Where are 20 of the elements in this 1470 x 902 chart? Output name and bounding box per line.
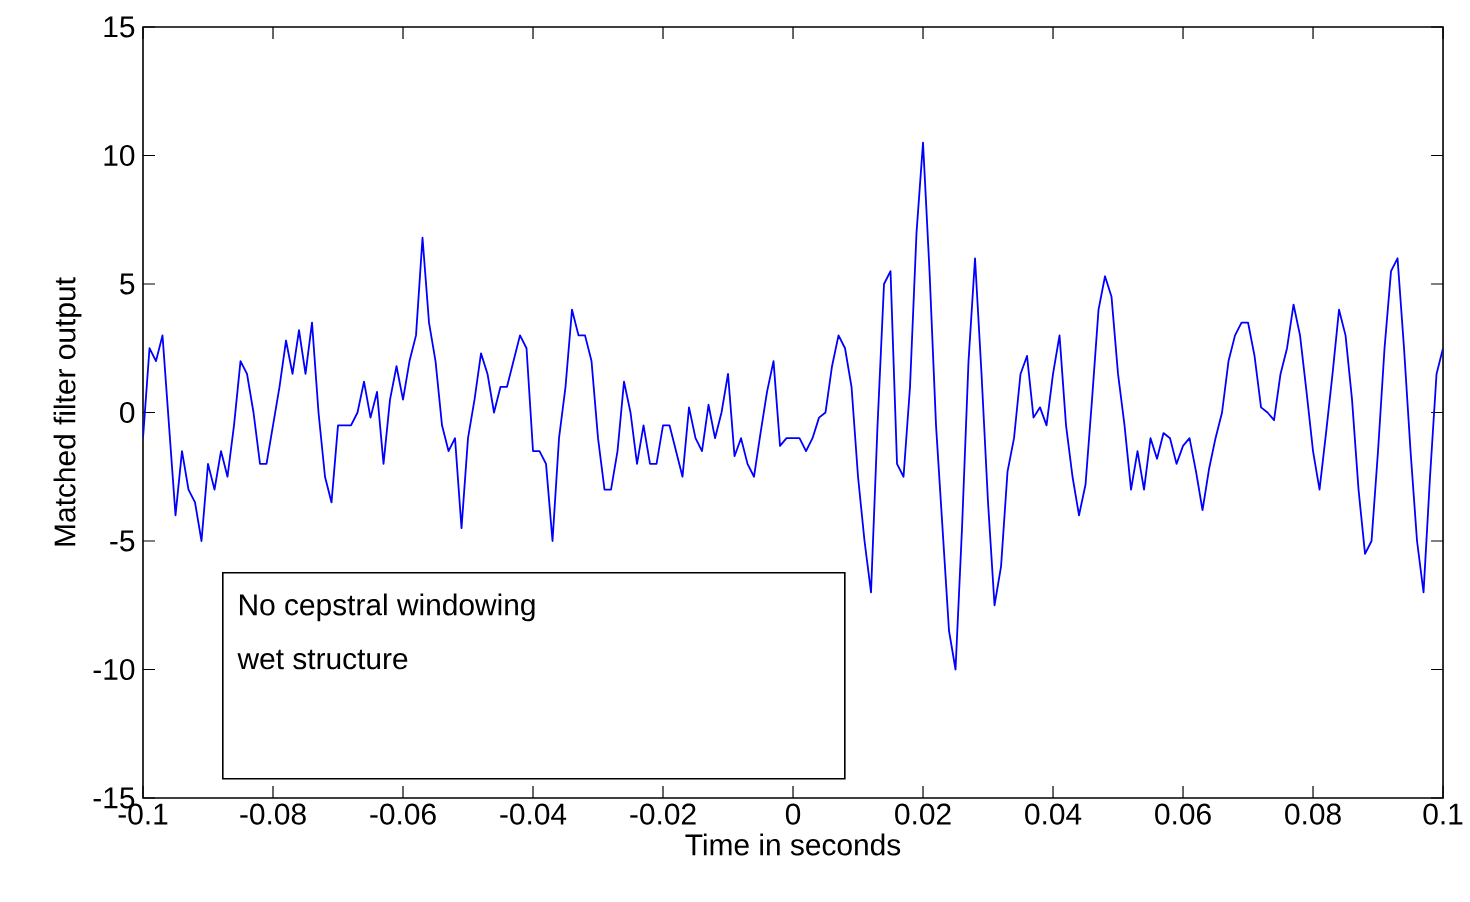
x-tick-label: 0.06 bbox=[1155, 803, 1211, 825]
annotation: No cepstral windowing bbox=[239, 593, 535, 622]
y-tick-label: 0 bbox=[120, 401, 135, 424]
x-tick-label: 0.1 bbox=[1423, 803, 1463, 825]
x-axis-title: Time in seconds bbox=[685, 833, 901, 856]
x-tick-label: -0.08 bbox=[240, 803, 306, 825]
x-tick-label: 0 bbox=[785, 803, 801, 825]
y-tick-label: 15 bbox=[104, 16, 135, 38]
x-tick-label: 0.08 bbox=[1285, 803, 1341, 825]
x-tick-label: 0.02 bbox=[895, 803, 951, 825]
y-tick-label: -5 bbox=[110, 530, 135, 552]
x-tick-label: -0.04 bbox=[500, 803, 567, 825]
y-axis-title: Matched filter output bbox=[53, 277, 82, 546]
x-tick-label: 0.04 bbox=[1025, 803, 1082, 825]
y-tick-label: 10 bbox=[104, 144, 135, 167]
y-tick-label: 5 bbox=[120, 273, 135, 295]
x-tick-label: -0.02 bbox=[630, 803, 696, 825]
x-tick-label: -0.06 bbox=[370, 803, 436, 825]
y-tick-label: -10 bbox=[93, 658, 135, 681]
annotation: wet structure bbox=[237, 649, 408, 670]
